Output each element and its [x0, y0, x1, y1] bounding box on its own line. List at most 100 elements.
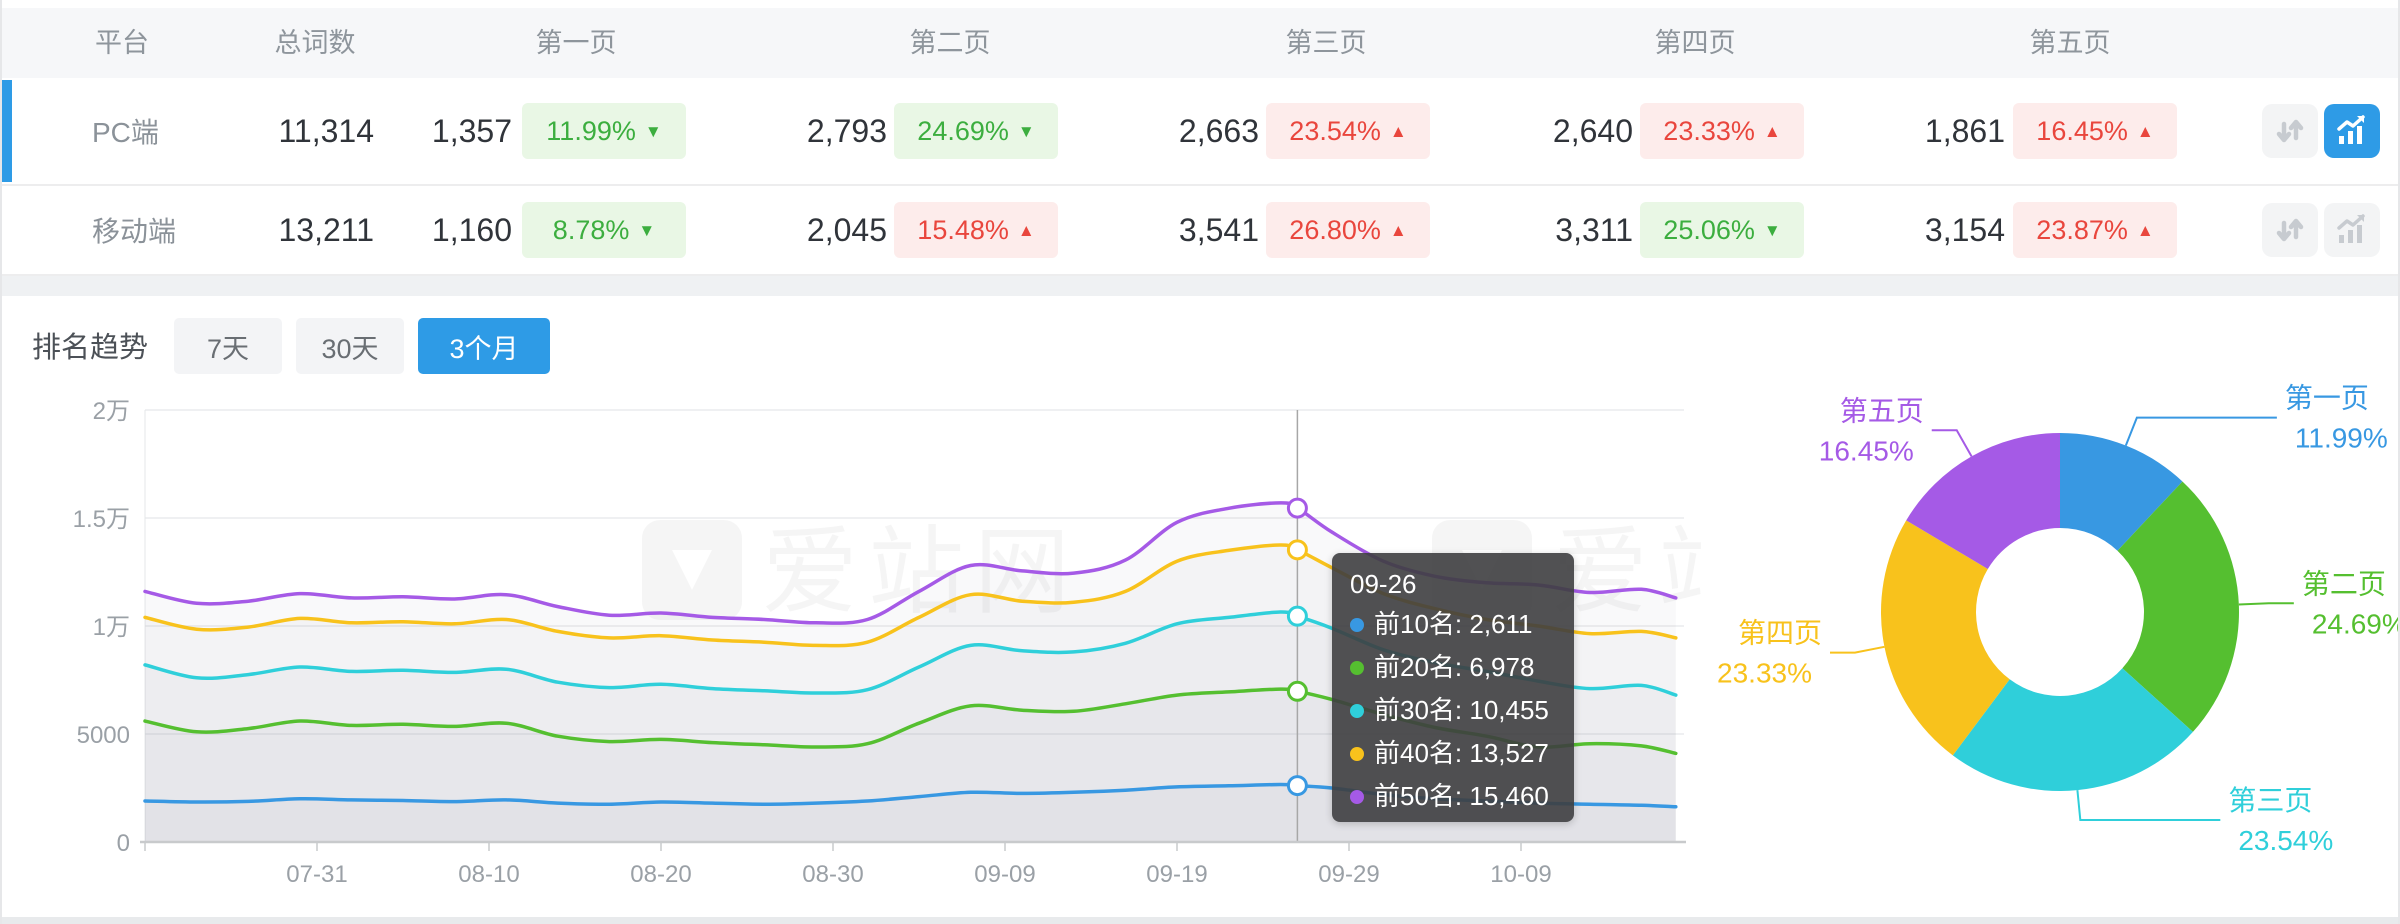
- chart-tooltip: 09-26 前10名: 2,611 前20名: 6,978 前30名: 10,455 前…: [1332, 553, 1574, 822]
- percent-value: 11.99%: [546, 115, 636, 146]
- tooltip-row-前10名: 前10名: 2,611: [1350, 603, 1556, 646]
- donut-leader-line: [2076, 790, 2221, 822]
- total-words-value: 13,211: [278, 211, 375, 248]
- x-axis-label: 10-09: [1490, 861, 1551, 888]
- donut-label-percent: 23.54%: [2238, 825, 2333, 856]
- donut-label-percent: 23.33%: [1717, 658, 1812, 689]
- donut-label-percent: 11.99%: [2295, 423, 2388, 454]
- donut-label-percent: 24.69%: [2312, 608, 2400, 639]
- tooltip-date: 09-26: [1350, 569, 1417, 599]
- page2-percent-badge: 24.69% ▼: [894, 103, 1058, 159]
- donut-label-name: 第三页: [2228, 785, 2312, 816]
- page3-count: 3,541: [1178, 211, 1259, 248]
- donut-label-name: 第二页: [2302, 568, 2386, 599]
- sort-arrows-button[interactable]: [2262, 203, 2318, 257]
- column-header-4: 第二页: [909, 28, 991, 58]
- page1-percent-badge: 8.78% ▼: [522, 202, 686, 258]
- up-triangle-icon: ▲: [2136, 121, 2154, 141]
- up-triangle-icon: ▲: [1389, 220, 1407, 240]
- platform-name: PC端: [92, 117, 159, 148]
- series-color-dot-icon: [1350, 660, 1364, 675]
- page4-percent-badge: 23.33% ▲: [1640, 103, 1804, 159]
- up-down-arrows-icon: [2276, 218, 2304, 242]
- series-area-前10名: [145, 784, 1676, 842]
- page4-count: 2,640: [1552, 112, 1633, 149]
- series-color-dot-icon: [1350, 703, 1364, 718]
- table-header: 平台 总词数 第一页 第二页 第三页 第四页 第五页: [2, 8, 2398, 79]
- y-axis-label: 1万: [93, 614, 130, 641]
- page4-percent-badge: 25.06% ▼: [1640, 202, 1804, 258]
- x-axis-label: 09-19: [1146, 861, 1207, 888]
- column-header-3: 第一页: [535, 28, 617, 58]
- crosshair-marker-前10名: [1286, 775, 1308, 797]
- up-triangle-icon: ▲: [2136, 220, 2154, 240]
- selected-row-indicator: [2, 80, 12, 182]
- tooltip-row-前40名: 前40名: 13,527: [1350, 732, 1556, 775]
- series-color-dot-icon: [1350, 617, 1364, 632]
- tooltip-series-value: 前10名: 2,611: [1374, 609, 1533, 639]
- tooltip-row-前50名: 前50名: 15,460: [1350, 775, 1556, 818]
- percent-value: 16.45%: [2036, 115, 2128, 146]
- sort-arrows-button[interactable]: [2262, 104, 2318, 158]
- donut-leader-line: [1829, 645, 1885, 654]
- column-header-5: 第三页: [1285, 28, 1367, 58]
- down-triangle-icon: ▼: [1763, 220, 1781, 240]
- tab-range-3个月[interactable]: 3个月: [418, 318, 550, 374]
- page5-count: 3,154: [1924, 211, 2005, 248]
- trend-chart-button[interactable]: [2324, 203, 2380, 257]
- tooltip-row-前20名: 前20名: 6,978: [1350, 646, 1556, 689]
- up-down-arrows-icon: [2276, 119, 2304, 143]
- donut-slice-第一页[interactable]: [2060, 433, 2183, 551]
- x-axis-label: 09-29: [1318, 861, 1379, 888]
- page2-count: 2,045: [806, 211, 887, 248]
- up-triangle-icon: ▲: [1763, 121, 1781, 141]
- percent-value: 24.69%: [917, 115, 1009, 146]
- crosshair-marker-前40名: [1286, 539, 1308, 561]
- tooltip-series-value: 前20名: 6,978: [1374, 652, 1535, 682]
- rank-trend-line-chart[interactable]: 0 5000 1万 1.5万 2万爱站网 爱站网 07-31 08-10 08-20 08-30 0…: [2, 380, 1702, 900]
- down-triangle-icon: ▼: [644, 121, 662, 141]
- y-axis-label: 0: [117, 830, 130, 857]
- donut-slice-第三页[interactable]: [1952, 668, 2193, 792]
- x-axis-label: 08-10: [458, 861, 519, 888]
- page1-percent-badge: 11.99% ▼: [522, 103, 686, 159]
- tooltip-series-value: 前30名: 10,455: [1374, 695, 1549, 725]
- donut-leader-line: [2238, 602, 2294, 606]
- series-color-dot-icon: [1350, 746, 1364, 761]
- donut-slice-第二页[interactable]: [2117, 481, 2239, 732]
- crosshair-marker-前50名: [1286, 497, 1308, 519]
- up-triangle-icon: ▲: [1389, 121, 1407, 141]
- series-color-dot-icon: [1350, 789, 1364, 804]
- page5-percent-badge: 23.87% ▲: [2013, 202, 2177, 258]
- table-row-PC端[interactable]: PC端 11,314 1,357 11.99% ▼ 2,793 24.69% ▼ 2,663 23…: [2, 78, 2398, 186]
- page-distribution-donut-chart[interactable]: 第一页 11.99% 第二页 24.69% 第三页 23.54% 第四页 23.33% 第五页 1…: [1652, 360, 2400, 900]
- donut-slice-第四页[interactable]: [1880, 520, 2010, 756]
- trend-chart-icon: [2337, 115, 2365, 144]
- y-axis-label: 1.5万: [73, 506, 130, 533]
- donut-leader-line: [1931, 429, 1973, 457]
- donut-slice-第五页[interactable]: [1906, 433, 2060, 570]
- tooltip-series-value: 前50名: 15,460: [1374, 781, 1549, 811]
- page5-percent-badge: 16.45% ▲: [2013, 103, 2177, 159]
- donut-label-percent: 16.45%: [1819, 435, 1914, 466]
- tab-range-7天[interactable]: 7天: [174, 318, 282, 374]
- trend-section-title: 排名趋势: [32, 332, 149, 364]
- table-row-移动端[interactable]: 移动端 13,211 1,160 8.78% ▼ 2,045 15.48% ▲ 3,541 26.…: [2, 186, 2398, 276]
- platform-name: 移动端: [92, 216, 177, 247]
- watermark-text: 爱站网: [1552, 519, 1702, 626]
- percent-value: 23.54%: [1289, 115, 1381, 146]
- crosshair-marker-前20名: [1286, 680, 1308, 702]
- down-triangle-icon: ▼: [638, 220, 656, 240]
- page4-count: 3,311: [1555, 211, 1633, 248]
- column-header-1: 平台: [95, 28, 149, 58]
- donut-label-name: 第五页: [1840, 395, 1924, 426]
- watermark: 爱站网: [642, 519, 1080, 626]
- page1-count: 1,160: [431, 211, 512, 248]
- crosshair-marker-前30名: [1286, 605, 1308, 627]
- trend-chart-button[interactable]: [2324, 104, 2380, 158]
- watermark-text: 爱站网: [762, 519, 1080, 626]
- series-area-前20名: [145, 689, 1676, 842]
- tab-range-30天[interactable]: 30天: [296, 318, 404, 374]
- down-triangle-icon: ▼: [1017, 121, 1035, 141]
